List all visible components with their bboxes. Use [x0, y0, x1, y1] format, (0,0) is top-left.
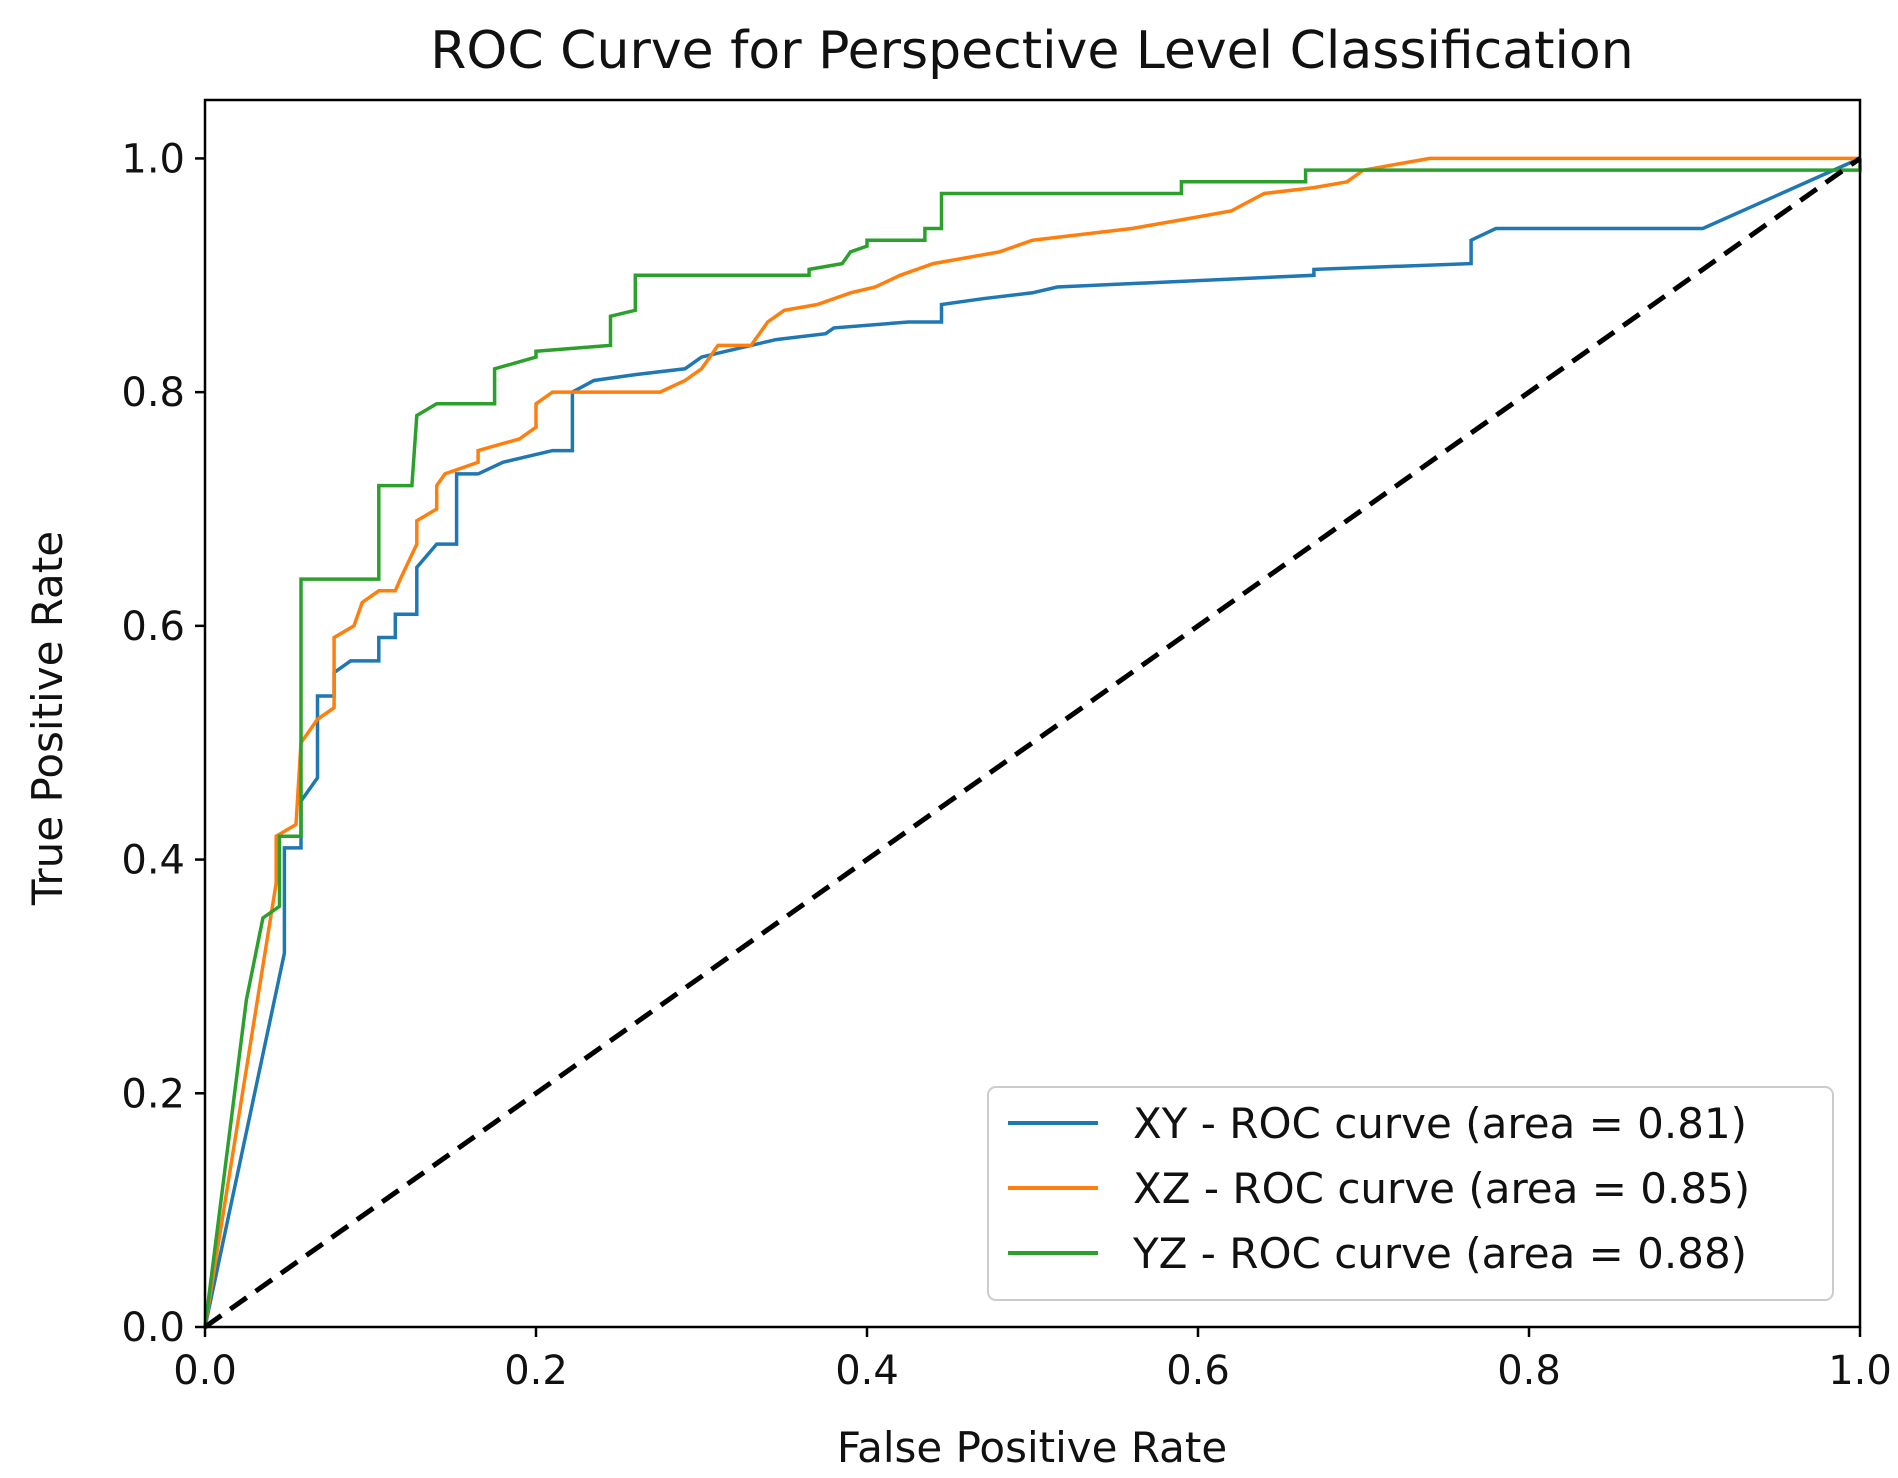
legend-box [987, 1086, 1834, 1301]
chance-diagonal-line [203, 156, 1862, 1330]
legend-entries: XY - ROC curve (area = 0.81) XZ - ROC cur… [1008, 1099, 1750, 1278]
plot-lines [203, 156, 1862, 1330]
y-tick-label: 0.2 [121, 1071, 185, 1117]
plot-frame [203, 98, 1862, 1329]
y-axis-title: True Positive Rate [23, 531, 72, 906]
y-tick-label: 1.0 [121, 136, 185, 182]
y-tick-label: 0.4 [121, 838, 185, 884]
y-axis: 0.0 0.2 0.4 0.6 0.8 1.0 [121, 136, 205, 1351]
x-tick-label: 0.8 [1497, 1348, 1561, 1394]
x-tick-label: 0.6 [1166, 1348, 1230, 1394]
x-tick-label: 0.4 [835, 1348, 899, 1394]
legend-label: XZ - ROC curve (area = 0.85) [1133, 1164, 1750, 1213]
y-tick-label: 0.6 [121, 604, 185, 650]
x-axis-title: False Positive Rate [837, 1423, 1227, 1472]
legend-label: YZ - ROC curve (area = 0.88) [1132, 1229, 1747, 1278]
chart-title: ROC Curve for Perspective Level Classifi… [430, 21, 1633, 81]
y-tick-label: 0.0 [121, 1305, 185, 1351]
series-line-yz [203, 158, 1862, 1328]
legend-label: XY - ROC curve (area = 0.81) [1133, 1099, 1747, 1148]
y-tick-label: 0.8 [121, 370, 185, 416]
x-tick-label: 0.0 [173, 1348, 237, 1394]
x-tick-label: 1.0 [1828, 1348, 1892, 1394]
legend: XY - ROC curve (area = 0.81) XZ - ROC cur… [987, 1086, 1834, 1301]
series-line-xz [203, 156, 1860, 1328]
x-axis: 0.0 0.2 0.4 0.6 0.8 1.0 [173, 1327, 1892, 1394]
x-tick-label: 0.2 [504, 1348, 568, 1394]
